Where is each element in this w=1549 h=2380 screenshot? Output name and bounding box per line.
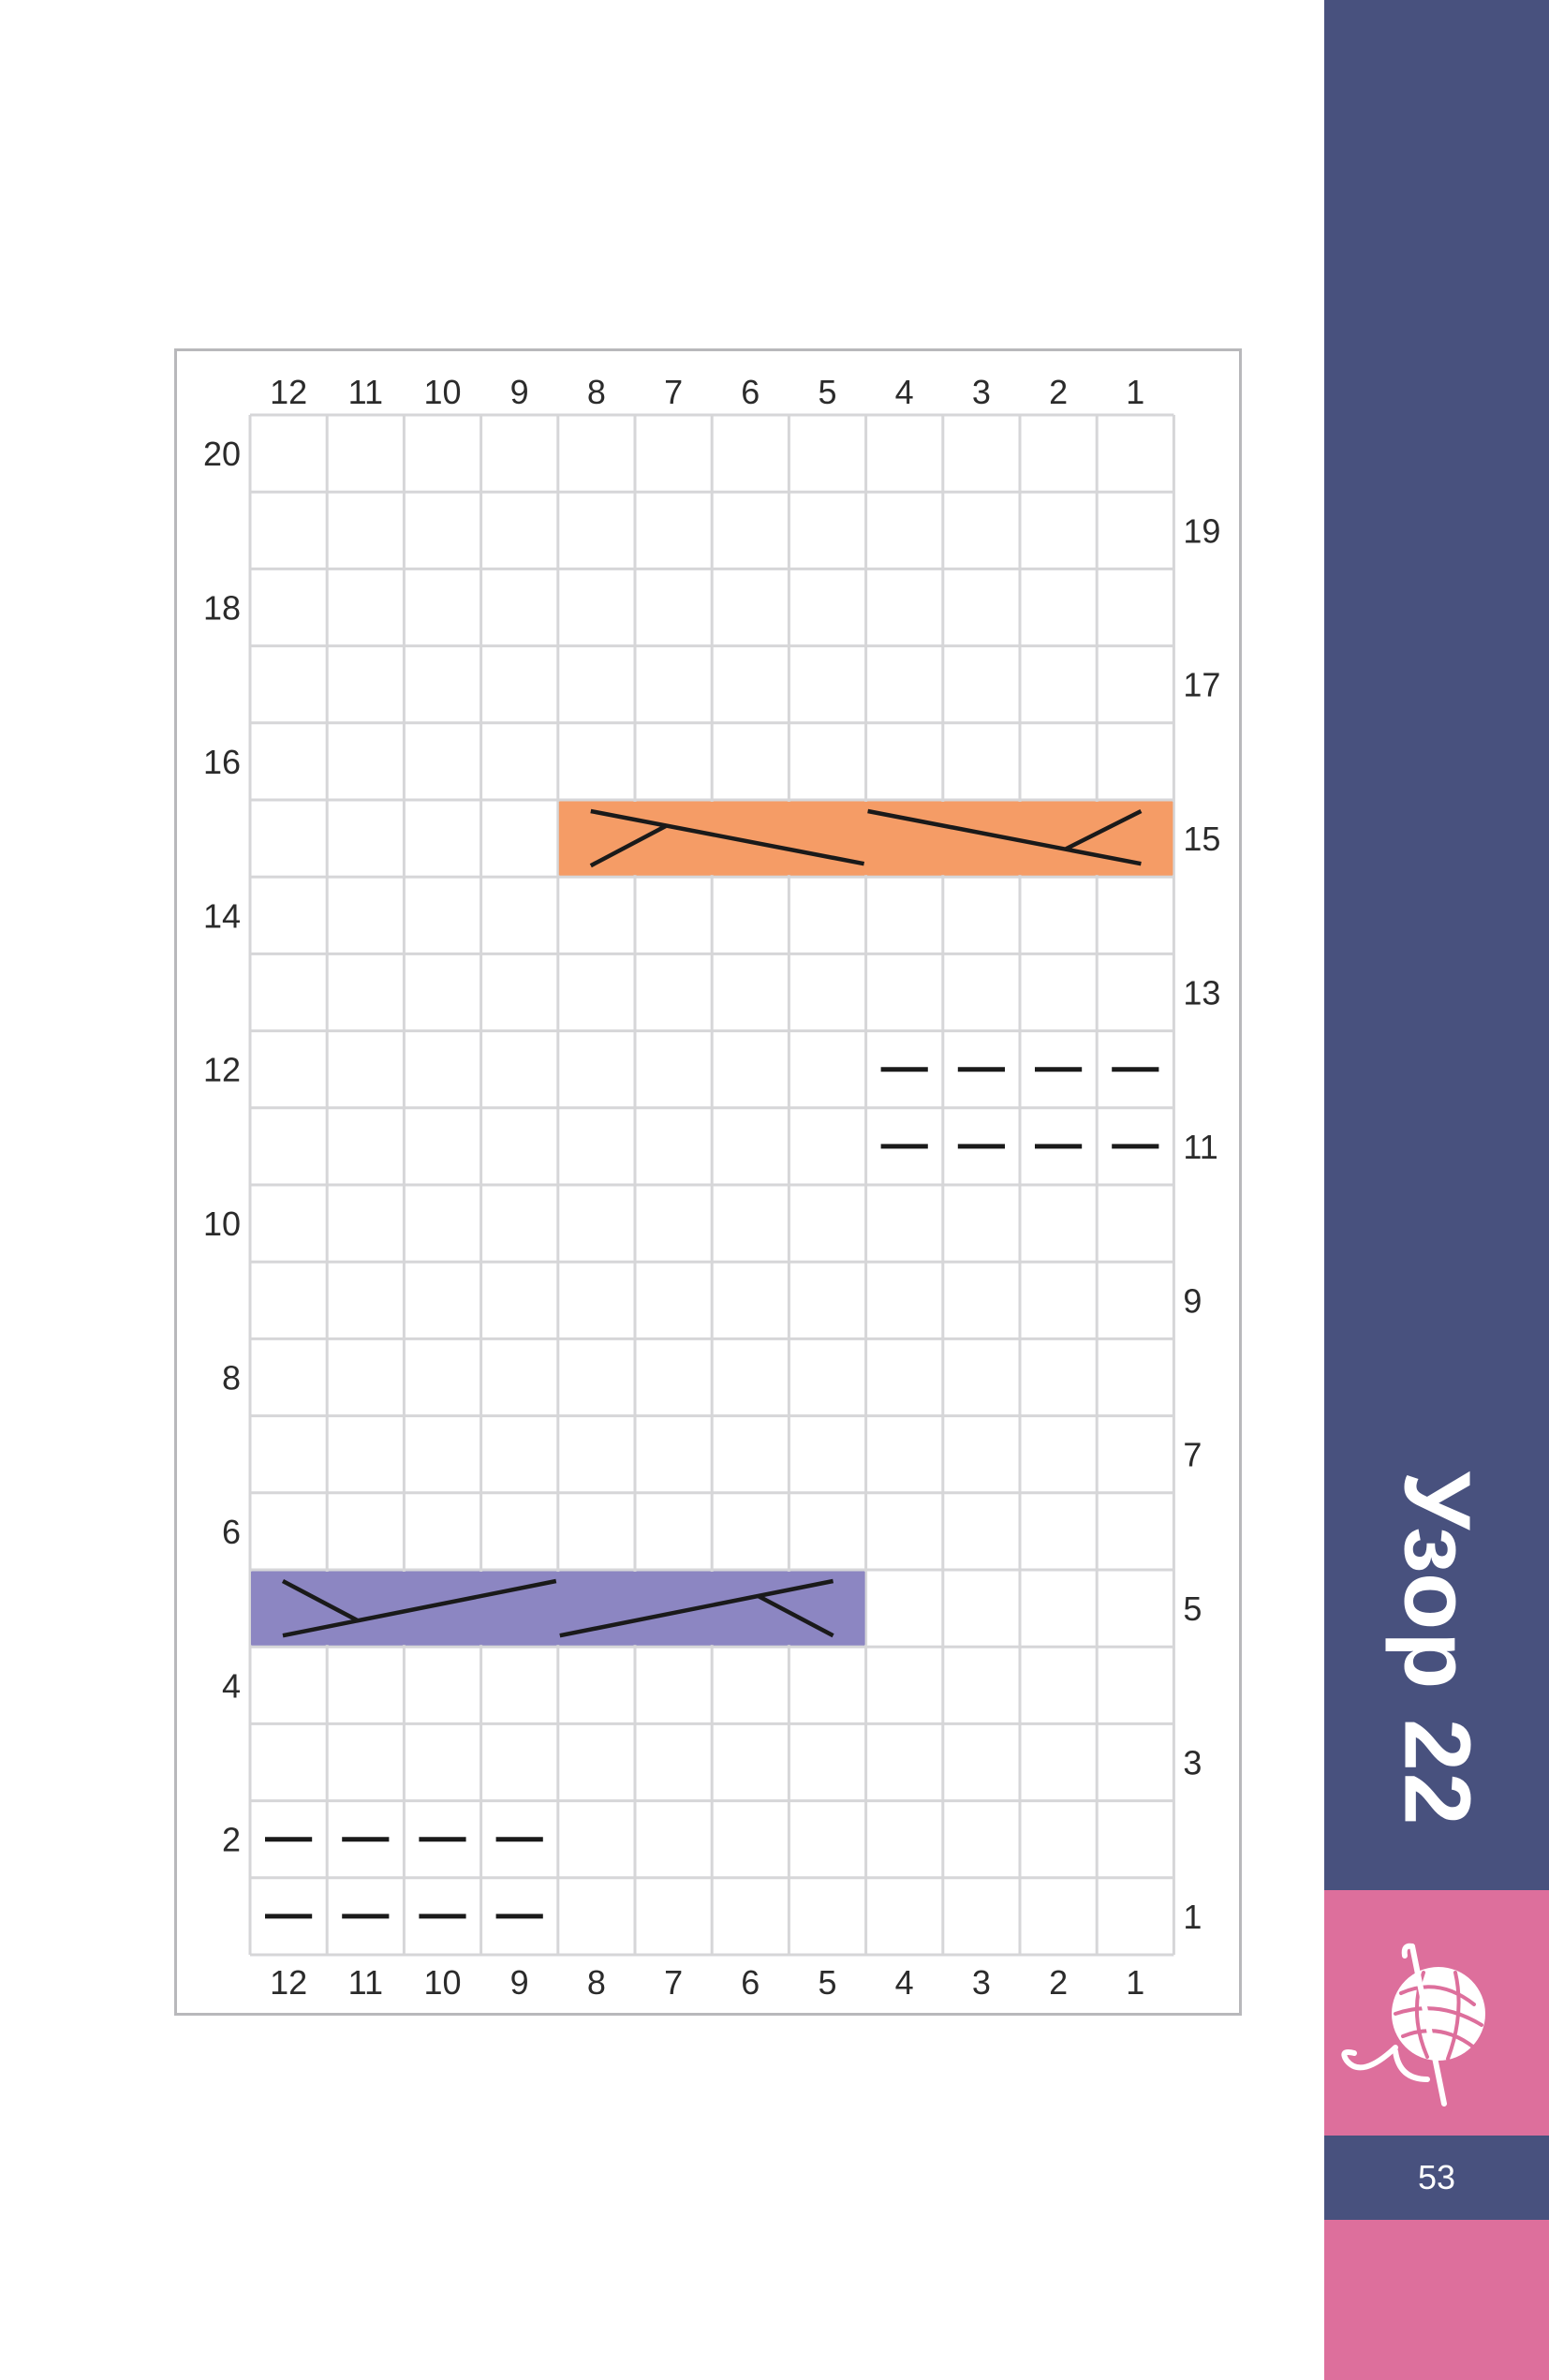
row-label-left: 6	[222, 1513, 241, 1551]
pattern-title: Узор 22	[1384, 1471, 1490, 1826]
column-label-top: 9	[510, 373, 529, 411]
row-label-right: 15	[1183, 820, 1220, 858]
row-label-right: 9	[1183, 1281, 1202, 1320]
row-label-right: 17	[1183, 666, 1220, 704]
row-label-right: 3	[1183, 1744, 1202, 1782]
column-label-bottom: 7	[664, 1963, 683, 2002]
row-label-left: 10	[203, 1205, 241, 1243]
cable-fill-row-15	[558, 802, 1173, 876]
column-label-bottom: 4	[895, 1963, 914, 2002]
column-label-bottom: 8	[587, 1963, 606, 2002]
row-label-right: 7	[1183, 1436, 1202, 1474]
cable-symbol-line	[589, 824, 667, 868]
page-number-box: 53	[1324, 2136, 1549, 2220]
cable-fill-row-5	[251, 1572, 865, 1646]
column-label-top: 2	[1049, 373, 1068, 411]
cable-symbol-line	[1065, 808, 1143, 851]
pink-bottom-block	[1324, 2220, 1549, 2380]
row-label-right: 11	[1183, 1128, 1217, 1166]
cable-symbol-line	[559, 1578, 834, 1638]
row-label-right: 13	[1183, 974, 1220, 1013]
knitting-chart: 12 12 11 11 10 10 9 9 8 8 7 7 6 6 5 5 4 4 3 3 2 2 1 1 20 18 16 14 12…	[174, 348, 1242, 2016]
row-label-left: 2	[222, 1821, 241, 1859]
row-label-left: 8	[222, 1359, 241, 1397]
column-label-bottom: 10	[423, 1963, 461, 2002]
cable-symbol-line	[282, 1578, 557, 1638]
row-label-right: 5	[1183, 1589, 1202, 1628]
pattern-title-area: Узор 22	[1324, 1386, 1549, 1911]
row-label-left: 14	[203, 896, 241, 935]
cable-symbol-line	[281, 1579, 360, 1623]
column-label-top: 10	[423, 373, 461, 411]
column-label-top: 5	[818, 373, 836, 411]
row-label-left: 16	[203, 743, 241, 781]
row-label-left: 4	[222, 1666, 241, 1705]
column-label-top: 3	[972, 373, 991, 411]
row-label-right: 19	[1183, 511, 1220, 550]
column-label-bottom: 9	[510, 1963, 529, 2002]
column-label-top: 7	[664, 373, 683, 411]
cable-symbol-line	[867, 808, 1142, 866]
column-label-top: 1	[1126, 373, 1144, 411]
column-label-bottom: 1	[1126, 1963, 1144, 2002]
row-label-left: 20	[203, 435, 241, 473]
column-label-bottom: 12	[270, 1963, 307, 2002]
row-label-left: 12	[203, 1051, 241, 1089]
chart-svg: 1212111110109988776655443322112018161412…	[203, 373, 1220, 2002]
row-label-left: 18	[203, 589, 241, 628]
column-label-top: 4	[895, 373, 914, 411]
column-label-top: 6	[741, 373, 760, 411]
column-label-bottom: 3	[972, 1963, 991, 2002]
page-number: 53	[1417, 2158, 1456, 2196]
column-label-top: 11	[348, 373, 383, 411]
column-label-top: 8	[587, 373, 606, 411]
column-label-top: 12	[270, 373, 307, 411]
column-label-bottom: 11	[348, 1963, 383, 2002]
cable-symbol-line	[757, 1594, 834, 1638]
row-label-right: 1	[1183, 1898, 1202, 1936]
cable-symbol-line	[590, 808, 865, 866]
column-label-bottom: 6	[741, 1963, 760, 2002]
yarn-ball-crochet-hook-icon	[1341, 1943, 1485, 2107]
column-label-bottom: 2	[1049, 1963, 1068, 2002]
column-label-bottom: 5	[818, 1963, 836, 2002]
